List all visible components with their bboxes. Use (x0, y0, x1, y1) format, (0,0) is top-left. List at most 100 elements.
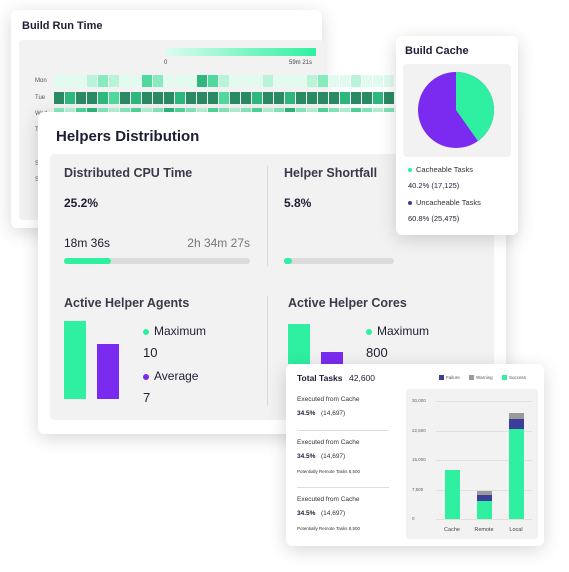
heatmap-cell (263, 92, 273, 104)
bar-local-warning (508, 412, 524, 419)
cpu-time-progress-fill (64, 258, 111, 264)
heatmap-cell (340, 92, 350, 104)
cores-maximum-bar (288, 324, 310, 364)
heatmap-cell (208, 92, 218, 104)
heatmap-cell (65, 75, 75, 87)
y-tick-label: 30,000 (412, 398, 426, 403)
heatmap-cell (186, 92, 196, 104)
heatmap-cell (197, 75, 207, 87)
heatmap-cell (87, 92, 97, 104)
average-legend-dot (143, 374, 149, 380)
executed-count: (14,697) (321, 410, 346, 417)
heatmap-cell (329, 92, 339, 104)
executed-label: Executed from Cache (297, 396, 360, 403)
total-tasks-count: 42,600 (349, 373, 375, 383)
heatmap-scale (166, 48, 316, 56)
legend-failure-swatch (439, 375, 444, 380)
legend-success-swatch (502, 375, 507, 380)
heatmap-cell (318, 92, 328, 104)
heatmap-cell (54, 75, 64, 87)
x-tick-label: Local (509, 527, 523, 533)
divider (267, 296, 268, 406)
heatmap-cell (373, 75, 383, 87)
heatmap-cell (131, 75, 141, 87)
build-run-time-title: Build Run Time (22, 20, 103, 32)
shortfall-progress (284, 258, 394, 264)
cpu-time-total: 2h 34m 27s (187, 236, 250, 250)
cacheable-label: Cacheable Tasks (416, 165, 473, 174)
helpers-distribution-title: Helpers Distribution (56, 128, 200, 145)
heatmap-cell (362, 92, 372, 104)
build-cache-pie (418, 72, 494, 148)
heatmap-cell (142, 75, 152, 87)
heatmap-cell (142, 92, 152, 104)
heatmap-cell (351, 75, 361, 87)
divider (297, 430, 389, 431)
heatmap-cell (98, 75, 108, 87)
day-label-thu: T (35, 127, 39, 133)
x-tick-label: Remote (474, 527, 494, 533)
heatmap-cell (230, 75, 240, 87)
cpu-time-label: Distributed CPU Time (64, 166, 193, 180)
legend-warning-swatch (469, 375, 474, 380)
heatmap-cell (340, 75, 350, 87)
build-cache-pie-panel (403, 64, 511, 157)
y-tick-label: 0 (412, 516, 415, 521)
y-tick-label: 7,500 (412, 486, 424, 492)
heatmap-cell (120, 75, 130, 87)
executed-percent: 34.5% (297, 410, 316, 417)
potentially-remote-tasks: Potentially Remote Tasks 8,500 (297, 469, 360, 474)
potentially-remote-tasks: Potentially Remote Tasks 8,500 (297, 526, 360, 531)
heatmap-cell (296, 92, 306, 104)
executed-label: Executed from Cache (297, 439, 360, 446)
agents-maximum-value: 10 (143, 345, 158, 360)
agents-maximum-label: Maximum (154, 324, 207, 338)
total-tasks-title: Total Tasks (297, 373, 343, 383)
maximum-legend-dot (366, 329, 372, 335)
grid-line (436, 401, 532, 402)
heatmap-cell (186, 75, 196, 87)
heatmap-cell (252, 75, 262, 87)
heatmap-cell (351, 92, 361, 104)
heatmap-cell (252, 92, 262, 104)
agents-average-bar (97, 344, 119, 399)
heatmap-cell (175, 92, 185, 104)
agents-average-value: 7 (143, 390, 151, 405)
shortfall-progress-fill (284, 258, 292, 264)
heatmap-cell (175, 75, 185, 87)
agents-maximum-bar (64, 321, 86, 399)
cores-maximum-label: Maximum (377, 324, 430, 338)
executed-percent: 34.5% (297, 453, 316, 460)
heatmap-cell (263, 75, 273, 87)
heatmap-scale-max: 59m 21s (289, 60, 313, 66)
heatmap-cell (153, 92, 163, 104)
grid-line (436, 430, 532, 432)
day-label-tue: Tue (35, 95, 46, 101)
grid-line (436, 460, 532, 461)
heatmap-cell (241, 75, 251, 87)
shortfall-label: Helper Shortfall (284, 166, 378, 180)
build-cache-title: Build Cache (405, 45, 469, 57)
heatmap-cell (318, 75, 328, 87)
uncacheable-label: Uncacheable Tasks (416, 198, 481, 207)
bar-remote-warning (476, 491, 492, 496)
heatmap-cell (76, 75, 86, 87)
cores-average-bar (321, 352, 343, 364)
heatmap-cell (307, 75, 317, 87)
y-tick-label: 15,000 (412, 457, 426, 462)
heatmap-cell (219, 75, 229, 87)
heatmap-cell (241, 92, 251, 104)
heatmap-cell (109, 92, 119, 104)
heatmap-cell (87, 75, 97, 87)
uncacheable-value: 60.8% (25,475) (408, 214, 460, 223)
heatmap-cell (131, 92, 141, 104)
cpu-time-value: 18m 36s (64, 236, 111, 250)
executed-percent: 34.5% (297, 510, 316, 517)
cores-maximum-value: 800 (366, 345, 388, 360)
heatmap-cell (197, 92, 207, 104)
grid-line (436, 519, 532, 520)
executed-label: Executed from Cache (297, 496, 360, 503)
heatmap-cell (65, 92, 75, 104)
build-cache-card: Build Cache Cacheable Tasks 40.2% (17,12… (396, 36, 518, 235)
heatmap-cell (120, 92, 130, 104)
